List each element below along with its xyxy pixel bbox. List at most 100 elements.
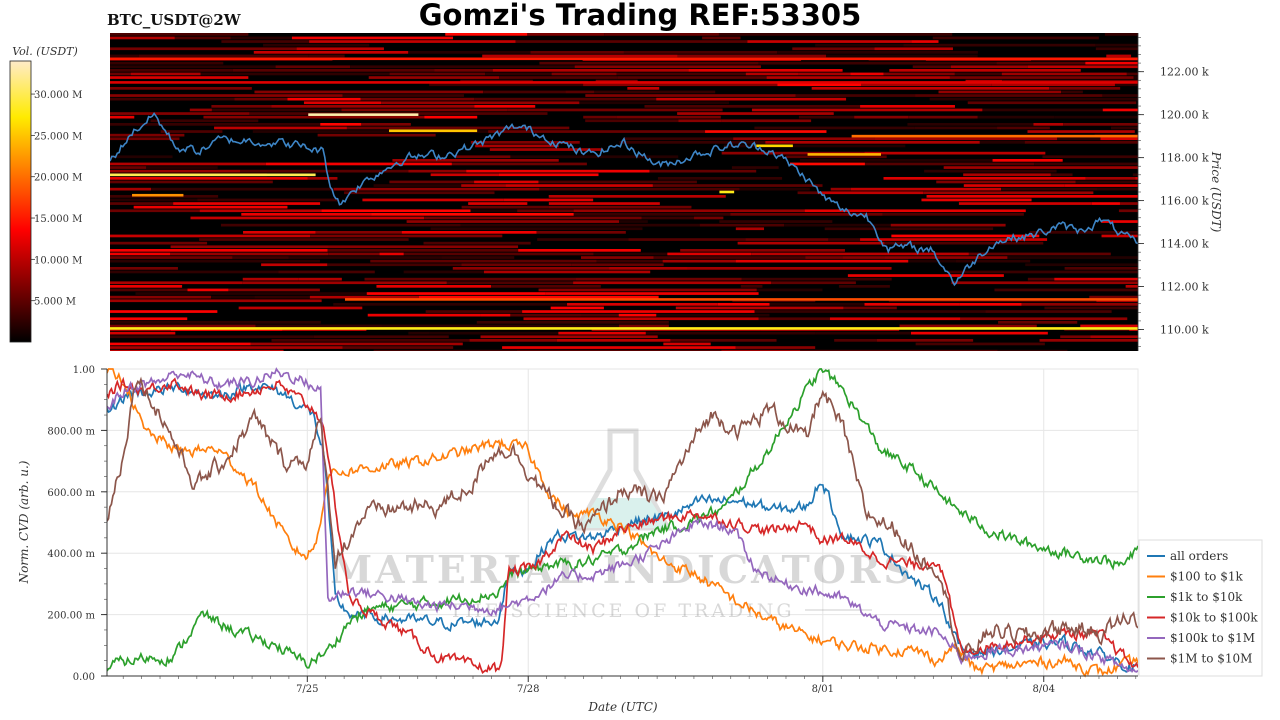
heatmap-cell <box>732 299 816 303</box>
heatmap-cell <box>1007 256 1138 259</box>
heatmap-cell <box>461 263 572 267</box>
heatmap-cell <box>998 321 1078 324</box>
heatmap-cell <box>110 342 251 346</box>
heatmap-cell <box>296 47 384 51</box>
legend-label: $1k to $10k <box>1170 590 1243 604</box>
heatmap-cell <box>110 94 343 97</box>
heatmap-cell <box>228 288 320 292</box>
heatmap-cell <box>110 112 250 115</box>
heatmap-cell <box>475 144 559 148</box>
price-tick-label: 118.00 k <box>1160 152 1209 165</box>
heatmap-cell <box>994 288 1138 292</box>
heatmap-cell <box>197 198 338 202</box>
heatmap-cell <box>733 137 875 141</box>
heatmap-cell <box>997 126 1050 130</box>
cvd-y-axis-title: Norm. CVD (arb. u.) <box>17 460 31 584</box>
heatmap-cell <box>548 202 660 205</box>
heatmap-cell <box>278 270 375 274</box>
heatmap-cell <box>828 238 861 241</box>
heatmap-cell <box>657 177 783 180</box>
cvd-x-tick-label: 7/25 <box>296 684 318 695</box>
heatmap-cell <box>298 277 342 281</box>
price-tick-label: 116.00 k <box>1160 195 1209 208</box>
heatmap-cell <box>754 126 915 130</box>
heatmap-cell <box>241 213 372 216</box>
heatmap-cell <box>430 173 499 177</box>
heatmap-cell <box>200 72 390 76</box>
heatmap-cell <box>938 90 1062 94</box>
heatmap-cell <box>948 270 1138 274</box>
heatmap-cell <box>523 317 759 321</box>
watermark: MATERIAL INDICATORS THE SCIENCE OF TRADIN… <box>330 428 911 622</box>
heatmap-cell <box>516 349 722 351</box>
heatmap-cell <box>488 130 706 133</box>
heatmap-cell <box>551 72 617 76</box>
heatmap-cell <box>366 292 546 295</box>
heatmap-cell <box>476 321 669 324</box>
heatmap-cell <box>232 256 289 259</box>
heatmap-cell <box>609 267 688 270</box>
heatmap-cell <box>745 238 829 241</box>
heatmap-cell <box>250 342 463 346</box>
heatmap-cell <box>470 209 518 213</box>
liquidity-band <box>807 153 881 156</box>
heatmap-cell <box>718 33 953 36</box>
heatmap-cell <box>883 72 955 76</box>
heatmap-cell <box>826 54 978 58</box>
liquidity-band <box>308 113 419 116</box>
heatmap-cell <box>518 249 641 252</box>
heatmap-cell <box>663 342 711 346</box>
heatmap-cell <box>883 177 1086 180</box>
price-line <box>110 112 1138 287</box>
price-tick-label: 122.00 k <box>1160 66 1209 79</box>
heatmap-cell <box>203 115 425 119</box>
heatmap-cell <box>110 234 311 238</box>
cvd-series-layer <box>107 367 1138 678</box>
heatmap-cell <box>368 76 500 79</box>
heatmap-cell <box>838 285 890 288</box>
heatmap-cell <box>470 141 580 144</box>
heatmap-cell <box>1091 202 1120 205</box>
heatmap-cell <box>739 187 810 191</box>
heatmap-cell <box>1033 123 1064 126</box>
heatmap-cell <box>804 209 1026 213</box>
heatmap-cell <box>1050 173 1073 177</box>
heatmap-cell <box>455 155 511 159</box>
heatmap-cell <box>430 227 643 231</box>
heatmap-cell <box>735 259 909 263</box>
legend-label: $100 to $1k <box>1170 570 1243 584</box>
heatmap-cell <box>740 285 763 288</box>
heatmap-cell <box>1085 61 1138 65</box>
heatmap-cell <box>418 295 659 299</box>
heatmap-cell <box>627 87 660 90</box>
heatmap-cell <box>367 313 481 317</box>
heatmap-cell <box>583 83 778 87</box>
heatmap-cell <box>309 295 419 299</box>
heatmap-cell <box>110 123 321 126</box>
heatmap-cell <box>914 126 998 130</box>
heatmap-cell <box>854 115 909 119</box>
heatmap-cell <box>1027 277 1055 281</box>
heatmap-cell <box>255 324 382 328</box>
watermark-tagline: THE SCIENCE OF TRADING <box>449 600 794 622</box>
cvd-x-tick-label: 8/04 <box>1033 684 1055 695</box>
heatmap-cell <box>199 238 409 241</box>
heatmap-cell <box>1044 306 1138 310</box>
heatmap-cell <box>908 115 978 119</box>
heatmap-cell <box>234 97 288 101</box>
heatmap-cell <box>929 97 1138 101</box>
heatmap-cell <box>1042 155 1138 159</box>
heatmap-cell <box>342 346 454 349</box>
price-tick-label: 110.00 k <box>1160 324 1209 337</box>
heatmap-cell <box>480 335 658 339</box>
heatmap-cell <box>461 205 549 209</box>
heatmap-cell <box>616 115 721 119</box>
heatmap-cell <box>451 162 587 166</box>
heatmap-cell <box>649 169 757 173</box>
heatmap-cell <box>110 335 314 339</box>
heatmap-cell <box>1080 324 1138 328</box>
heatmap-cell <box>678 119 722 123</box>
heatmap-cell <box>110 97 235 101</box>
heatmap-cell <box>888 299 1097 303</box>
heatmap-cell <box>425 310 523 313</box>
